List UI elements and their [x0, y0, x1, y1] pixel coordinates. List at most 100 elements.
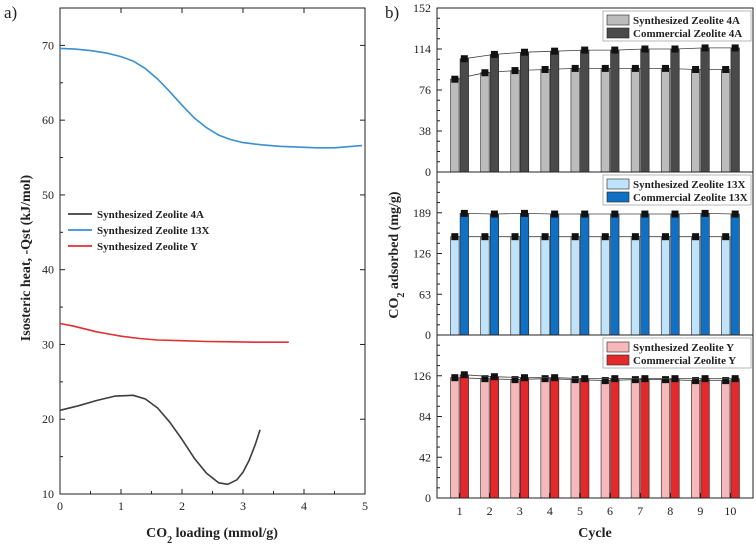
y-tick-label: 0	[425, 328, 431, 342]
x-tick-label: 4	[301, 499, 307, 513]
x-tick-label-cycle-6: 6	[607, 504, 613, 518]
bar-synthesized-zeolite-4a-cycle-7	[630, 68, 640, 173]
bar-commercial-zeolite-4a-cycle-6	[610, 49, 620, 173]
marker-synthesized-zeolite-4a-cycle-3	[511, 67, 519, 75]
marker-synthesized-zeolite-y-cycle-9	[692, 377, 700, 385]
marker-synthesized-zeolite-13x-cycle-3	[511, 233, 519, 241]
marker-commercial-zeolite-13x-cycle-8	[671, 210, 679, 218]
bar-commercial-zeolite-13x-cycle-1	[459, 213, 469, 336]
marker-synthesized-zeolite-13x-cycle-8	[661, 233, 669, 241]
marker-commercial-zeolite-y-cycle-9	[701, 375, 709, 383]
marker-synthesized-zeolite-13x-cycle-9	[692, 233, 700, 241]
y-tick-label: 63	[419, 287, 431, 301]
marker-commercial-zeolite-4a-cycle-5	[581, 46, 589, 54]
legend-label-synthesized-zeolite-4a: Synthesized Zeolite 4A	[97, 209, 204, 221]
x-tick-label: 2	[179, 499, 185, 513]
marker-synthesized-zeolite-y-cycle-1	[451, 374, 459, 382]
bar-synthesized-zeolite-13x-cycle-5	[570, 236, 580, 336]
bar-synthesized-zeolite-y-cycle-6	[600, 380, 610, 499]
marker-synthesized-zeolite-y-cycle-3	[511, 376, 519, 384]
y-tick-label: 50	[42, 188, 54, 202]
bar-synthesized-zeolite-4a-cycle-9	[691, 69, 701, 173]
marker-synthesized-zeolite-4a-cycle-8	[661, 64, 669, 72]
marker-synthesized-zeolite-13x-cycle-10	[722, 233, 730, 241]
x-tick-label-cycle-3: 3	[517, 504, 523, 518]
marker-commercial-zeolite-4a-cycle-2	[490, 50, 498, 58]
y-tick-label: 76	[419, 83, 431, 97]
marker-synthesized-zeolite-13x-cycle-1	[451, 233, 459, 241]
y-tick-label: 70	[42, 38, 54, 52]
bar-commercial-zeolite-y-cycle-1	[459, 374, 469, 499]
bar-commercial-zeolite-y-cycle-3	[519, 377, 530, 499]
bar-synthesized-zeolite-4a-cycle-3	[510, 70, 520, 173]
marker-synthesized-zeolite-y-cycle-5	[571, 376, 579, 384]
bar-commercial-zeolite-13x-cycle-3	[519, 213, 530, 336]
y-tick-label: 60	[42, 113, 54, 127]
marker-commercial-zeolite-13x-cycle-9	[701, 209, 709, 217]
x-tick-label: 3	[240, 499, 246, 513]
subplot-2: 0 63 126 189 Synthesized Zeolite 13XCommerci…	[413, 171, 754, 342]
marker-commercial-zeolite-13x-cycle-1	[460, 209, 468, 217]
legend-swatch-commercial-zeolite-y	[606, 354, 630, 366]
panel-a-label: a)	[4, 3, 17, 22]
marker-commercial-zeolite-y-cycle-10	[731, 375, 739, 383]
y-tick-label: 38	[419, 124, 431, 138]
legend-label-synthesized-zeolite-4a: Synthesized Zeolite 4A	[633, 15, 740, 27]
legend-swatch-synthesized-zeolite-y	[606, 341, 630, 353]
legend-label-commercial-zeolite-4a: Commercial Zeolite 4A	[633, 28, 742, 40]
panel-b-x-axis-label: Cycle	[578, 526, 611, 541]
bar-synthesized-zeolite-4a-cycle-5	[570, 68, 580, 173]
bar-synthesized-zeolite-y-cycle-8	[660, 379, 671, 499]
marker-synthesized-zeolite-y-cycle-4	[541, 375, 549, 383]
marker-commercial-zeolite-y-cycle-4	[551, 374, 559, 382]
bar-synthesized-zeolite-13x-cycle-4	[540, 236, 550, 336]
y-tick-label: 0	[425, 491, 431, 505]
bar-synthesized-zeolite-y-cycle-9	[691, 380, 701, 499]
marker-synthesized-zeolite-4a-cycle-10	[722, 66, 730, 73]
bar-synthesized-zeolite-y-cycle-4	[540, 378, 550, 499]
bar-synthesized-zeolite-4a-cycle-4	[540, 69, 550, 173]
bar-synthesized-zeolite-y-cycle-5	[570, 379, 580, 499]
y-tick-label: 10	[42, 487, 54, 501]
trend-line-commercial-zeolite-4a	[464, 47, 736, 60]
marker-synthesized-zeolite-4a-cycle-5	[571, 64, 579, 72]
bar-synthesized-zeolite-4a-cycle-1	[450, 78, 460, 173]
series-line-synthesized-zeolite-13x	[59, 47, 362, 149]
x-tick-label: 5	[362, 499, 368, 513]
marker-synthesized-zeolite-4a-cycle-1	[451, 75, 459, 83]
x-tick-label-cycle-7: 7	[637, 504, 643, 518]
marker-synthesized-zeolite-13x-cycle-2	[481, 233, 489, 241]
y-tick-label: 189	[413, 206, 431, 220]
bar-commercial-zeolite-13x-cycle-5	[580, 213, 590, 336]
panel-a-x-axis-label: CO2 loading (mmol/g)	[146, 526, 278, 546]
y-tick-label: 40	[42, 263, 54, 277]
marker-synthesized-zeolite-4a-cycle-4	[541, 66, 549, 73]
marker-synthesized-zeolite-y-cycle-8	[661, 376, 669, 384]
bar-synthesized-zeolite-4a-cycle-8	[660, 68, 671, 173]
marker-synthesized-zeolite-13x-cycle-7	[631, 233, 639, 241]
bar-synthesized-zeolite-13x-cycle-9	[691, 236, 701, 336]
y-tick-label: 30	[42, 337, 54, 351]
bar-commercial-zeolite-y-cycle-5	[580, 378, 590, 499]
marker-commercial-zeolite-y-cycle-2	[490, 373, 498, 381]
x-tick-label-cycle-1: 1	[457, 504, 463, 518]
bar-commercial-zeolite-4a-cycle-4	[550, 50, 560, 173]
bar-commercial-zeolite-13x-cycle-10	[730, 213, 740, 336]
y-tick-label: 84	[419, 410, 431, 424]
trend-line-commercial-zeolite-13x	[464, 212, 736, 215]
bar-commercial-zeolite-13x-cycle-6	[610, 213, 620, 336]
x-tick-label-cycle-8: 8	[667, 504, 673, 518]
bar-synthesized-zeolite-y-cycle-7	[630, 379, 640, 499]
marker-synthesized-zeolite-4a-cycle-7	[631, 64, 639, 72]
marker-commercial-zeolite-13x-cycle-5	[581, 210, 589, 218]
marker-synthesized-zeolite-4a-cycle-2	[481, 69, 489, 77]
bar-commercial-zeolite-y-cycle-10	[730, 378, 740, 499]
bar-synthesized-zeolite-13x-cycle-10	[721, 236, 731, 336]
marker-commercial-zeolite-4a-cycle-10	[731, 44, 739, 52]
trend-line-synthesized-zeolite-4a	[454, 68, 726, 80]
marker-commercial-zeolite-y-cycle-5	[581, 375, 589, 383]
bar-commercial-zeolite-4a-cycle-7	[640, 48, 650, 173]
marker-commercial-zeolite-13x-cycle-4	[551, 210, 559, 218]
